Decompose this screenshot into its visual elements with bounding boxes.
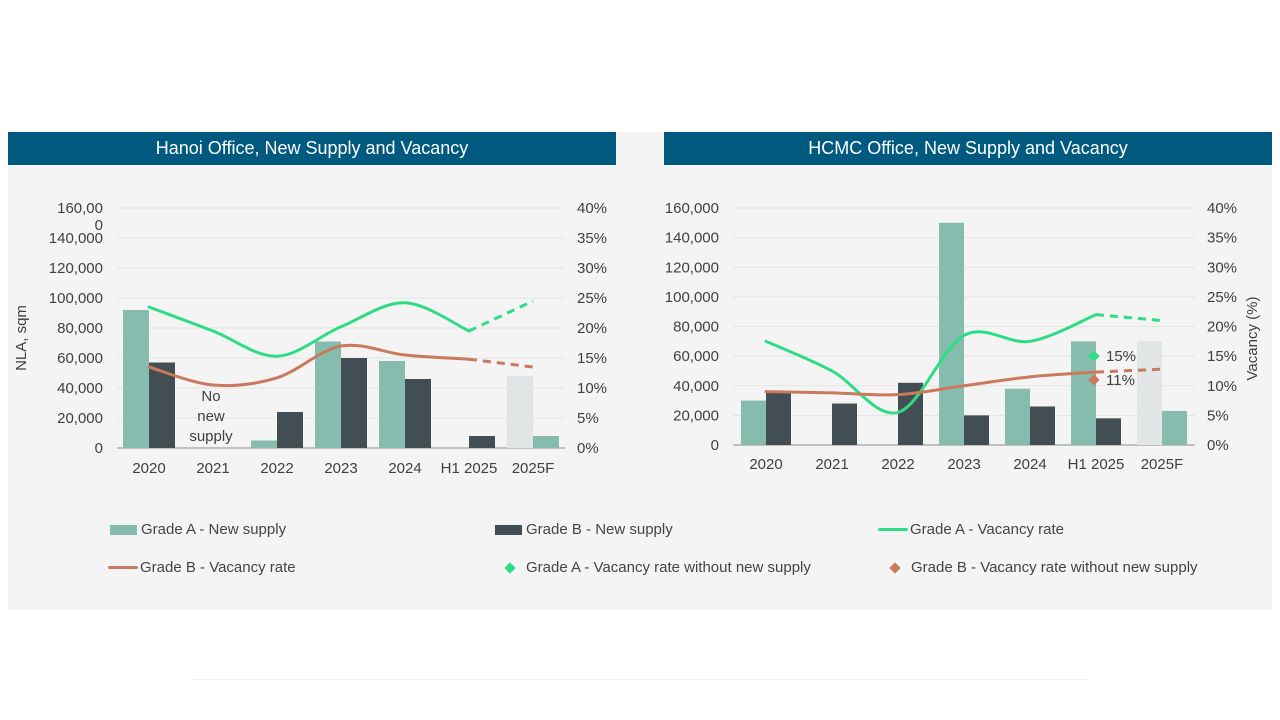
y2-tick-label: 0% — [1207, 437, 1229, 454]
x-category-label: 2023 — [324, 460, 357, 477]
y-tick-label: 40,000 — [673, 378, 719, 395]
y2-tick-label: 20% — [577, 320, 607, 337]
x-category-label: 2021 — [815, 456, 848, 473]
y2-tick-label: 25% — [577, 290, 607, 307]
bar-grade-b — [832, 403, 857, 445]
y2-tick-label: 40% — [577, 200, 607, 217]
bar-grade-b — [405, 379, 431, 448]
bar-grade-b — [1162, 410, 1187, 445]
y-tick-label: 20,000 — [673, 407, 719, 424]
charts-panel — [8, 132, 1272, 610]
bar-grade-b — [341, 358, 367, 448]
y-axis-title: NLA, sqm — [13, 305, 30, 371]
grade-b-vacancy-line — [764, 370, 1098, 397]
x-category-label: 2020 — [749, 456, 782, 473]
y-tick-label: 120,000 — [49, 260, 103, 277]
bar-grade-b — [533, 436, 559, 448]
no-new-supply-annotation: No — [201, 388, 220, 405]
x-category-label: H1 2025 — [1068, 456, 1125, 473]
bar-grade-a — [1005, 388, 1030, 445]
y2-tick-label: 15% — [1207, 348, 1237, 365]
y-tick-label: 80,000 — [57, 320, 103, 337]
y2-tick-label: 10% — [1207, 378, 1237, 395]
no-new-supply-annotation: new — [197, 408, 225, 425]
grade-b-vacancy-line — [147, 343, 471, 388]
y2-tick-label: 35% — [1207, 230, 1237, 247]
x-category-label: 2022 — [260, 460, 293, 477]
y2-tick-label: 5% — [1207, 407, 1229, 424]
grade-b-vacancy-line-forecast — [468, 357, 534, 369]
bar-grade-b — [149, 362, 175, 448]
x-category-label: 2020 — [132, 460, 165, 477]
y-tick-label: 0 — [711, 437, 719, 454]
grade-a-vacancy-line-forecast — [468, 299, 534, 333]
bar-grade-a — [379, 361, 405, 448]
y2-tick-label: 25% — [1207, 289, 1237, 306]
bar-grade-b — [469, 436, 495, 448]
y2-tick-label: 20% — [1207, 319, 1237, 336]
hcmc-chart-title: HCMC Office, New Supply and Vacancy — [664, 132, 1272, 165]
no-new-supply-annotation: supply — [189, 428, 233, 445]
y-tick-label: 120,000 — [665, 259, 719, 276]
bar-grade-a — [507, 376, 533, 448]
grade-a-vacancy-line-forecast — [1095, 313, 1163, 323]
grade-a-no-supply-marker — [1088, 350, 1100, 362]
bar-grade-b — [1030, 406, 1055, 445]
y-tick-label: 20,000 — [57, 410, 103, 427]
y2-axis-title: Vacancy (%) — [1244, 297, 1261, 381]
y-tick-label: 100,000 — [49, 290, 103, 307]
bar-grade-a — [741, 400, 766, 445]
y2-tick-label: 0% — [577, 440, 599, 457]
bottom-divider — [190, 679, 1088, 680]
bar-grade-b — [277, 412, 303, 448]
x-category-label: 2021 — [196, 460, 229, 477]
y2-tick-label: 30% — [1207, 259, 1237, 276]
bar-grade-a — [123, 310, 149, 448]
bar-grade-a — [939, 222, 964, 445]
hanoi-chart-title: Hanoi Office, New Supply and Vacancy — [8, 132, 616, 165]
marker-label: 11% — [1106, 372, 1135, 389]
bar-grade-a — [1137, 341, 1162, 445]
y-tick-label: 100,000 — [665, 289, 719, 306]
y-tick-label: 80,000 — [673, 319, 719, 336]
marker-label: 15% — [1106, 348, 1136, 365]
x-category-label: 2025F — [512, 460, 555, 477]
bar-grade-b — [766, 391, 791, 445]
x-category-label: 2024 — [1013, 456, 1046, 473]
grade-b-no-supply-marker — [1088, 374, 1100, 386]
y2-tick-label: 5% — [577, 410, 599, 427]
y2-tick-label: 30% — [577, 260, 607, 277]
bar-grade-a — [251, 440, 277, 448]
y-tick-label: 40,000 — [57, 380, 103, 397]
bar-grade-b — [1096, 418, 1121, 445]
bar-grade-a — [315, 341, 341, 448]
x-category-label: 2024 — [388, 460, 421, 477]
grade-a-vacancy-line — [764, 313, 1098, 415]
grade-a-vacancy-line — [147, 301, 471, 358]
y-tick-label: 60,000 — [673, 348, 719, 365]
x-category-label: H1 2025 — [441, 460, 498, 477]
y-tick-label: 140,000 — [49, 230, 103, 247]
y2-tick-label: 15% — [577, 350, 607, 367]
x-category-label: 2023 — [947, 456, 980, 473]
y-tick-label: 140,000 — [665, 230, 719, 247]
y-tick-label: 160,000 — [665, 200, 719, 217]
x-category-label: 2025F — [1141, 456, 1184, 473]
y2-tick-label: 10% — [577, 380, 607, 397]
y2-tick-label: 35% — [577, 230, 607, 247]
x-category-label: 2022 — [881, 456, 914, 473]
bar-grade-b — [964, 415, 989, 445]
grade-b-vacancy-line-forecast — [1095, 367, 1163, 374]
y-tick-label: 0 — [95, 440, 103, 457]
y2-tick-label: 40% — [1207, 200, 1237, 217]
y-tick-label: 60,000 — [57, 350, 103, 367]
